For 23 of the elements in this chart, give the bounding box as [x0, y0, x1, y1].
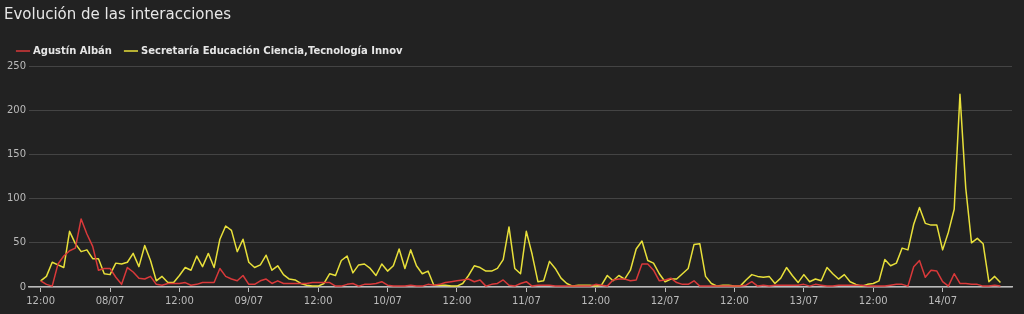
- x-tick-label: 12:00: [720, 294, 749, 306]
- x-tick-label: 11/07: [511, 294, 541, 306]
- x-tick-label: 12:00: [165, 294, 194, 306]
- x-tick-label: 12:00: [581, 294, 611, 306]
- legend-label: Agustín Albán: [33, 44, 112, 56]
- y-tick-label: 150: [6, 147, 27, 159]
- x-tick-label: 10/07: [373, 294, 402, 306]
- y-tick-label: 50: [13, 236, 27, 248]
- x-tick-label: 13/07: [789, 294, 819, 306]
- x-tick-label: 12/07: [650, 294, 680, 306]
- legend-label: Secretaría Educación Ciencia,Tecnología Innov: [140, 44, 404, 56]
- x-tick-label: 14/07: [928, 294, 958, 306]
- x-tick-label: 09/07: [234, 294, 264, 306]
- x-tick-label: 12:00: [858, 294, 888, 306]
- x-tick-label: 12:00: [303, 294, 333, 306]
- chart-title: Evolución de las interacciones: [4, 4, 232, 23]
- y-tick-label: 0: [19, 280, 27, 292]
- x-tick-label: 12:00: [26, 294, 56, 306]
- y-tick-label: 200: [6, 103, 27, 115]
- y-tick-label: 250: [6, 59, 27, 71]
- x-tick-label: 12:00: [442, 294, 472, 306]
- x-tick-label: 08/07: [95, 294, 125, 306]
- y-tick-label: 100: [6, 192, 27, 204]
